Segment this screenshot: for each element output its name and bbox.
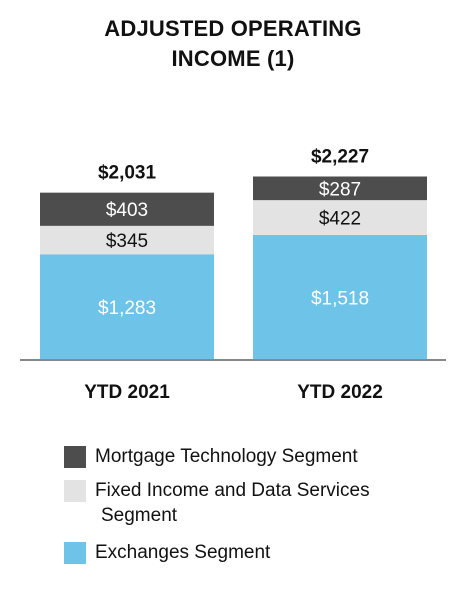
legend-item-exchanges: Exchanges Segment: [64, 540, 444, 570]
legend-label-fixed-income-line-2: Segment: [101, 505, 178, 526]
total-label-ytd-2021: $2,031: [98, 163, 157, 184]
legend-item-fixed-income: Fixed Income and Data Services Segment: [64, 478, 444, 530]
data-label-exchanges-segment-ytd-2021: $1,283: [98, 298, 156, 319]
legend-label-mortgage: Mortgage Technology Segment: [95, 446, 358, 467]
legend: Mortgage Technology Segment Fixed Income…: [64, 444, 444, 574]
legend-item-mortgage: Mortgage Technology Segment: [64, 444, 444, 474]
data-label-exchanges-segment-ytd-2022: $1,518: [311, 288, 369, 309]
legend-swatch-mortgage: [64, 446, 86, 468]
bar-fixed-income-and-data-services-segment-ytd-2022: [253, 200, 427, 235]
legend-label-fixed-income: Fixed Income and Data Services Segment: [95, 478, 415, 528]
legend-swatch-fixed-income: [64, 480, 86, 502]
total-label-ytd-2022: $2,227: [311, 146, 369, 167]
bar-exchanges-segment-ytd-2022: [253, 234, 427, 360]
legend-swatch-exchanges: [64, 542, 86, 564]
data-label-mortgage-technology-segment-ytd-2022: $287: [319, 179, 361, 200]
legend-label-exchanges: Exchanges Segment: [95, 542, 271, 563]
bar-fixed-income-and-data-services-segment-ytd-2021: [40, 225, 214, 255]
legend-label-fixed-income-line-1: Fixed Income and Data Services: [95, 480, 370, 501]
stacked-bar-chart: $1,283 $345 $403 $2,031 YTD 2021 $1,518 $422 $2…: [20, 146, 446, 403]
x-tick-label-ytd-2021: YTD 2021: [84, 382, 170, 403]
bar-exchanges-segment-ytd-2021: [40, 254, 214, 360]
data-label-fixed-income-and-data-services-segment-ytd-2022: $422: [319, 209, 361, 230]
x-tick-label-ytd-2022: YTD 2022: [297, 382, 383, 403]
chart-title: ADJUSTED OPERATING INCOME (1): [0, 14, 466, 74]
data-label-fixed-income-and-data-services-segment-ytd-2021: $345: [106, 231, 148, 252]
bar-mortgage-technology-segment-ytd-2022: [253, 176, 427, 201]
chart-title-line-2: INCOME (1): [171, 46, 295, 71]
bar-mortgage-technology-segment-ytd-2021: [40, 192, 214, 226]
data-label-mortgage-technology-segment-ytd-2021: $403: [106, 200, 148, 221]
chart-title-line-1: ADJUSTED OPERATING: [104, 16, 362, 41]
